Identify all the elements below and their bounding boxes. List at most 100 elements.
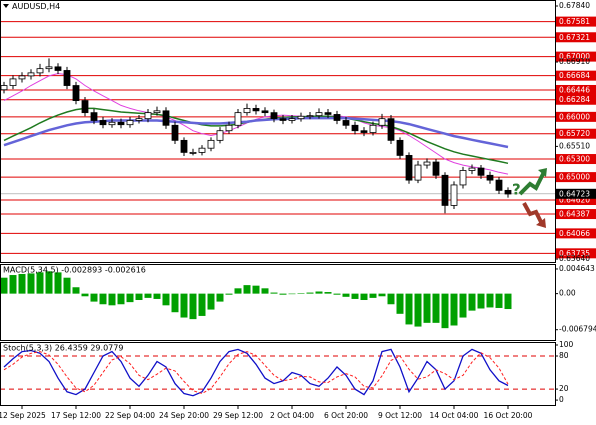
- histogram-bar: [45, 271, 53, 294]
- moving-average: [3, 116, 509, 149]
- indicator-line: [3, 351, 509, 395]
- stoch-frame: [0, 342, 556, 406]
- level-label-box: [556, 84, 596, 95]
- candle-body: [306, 115, 314, 118]
- candle-body: [234, 112, 242, 126]
- candle-body: [243, 108, 251, 114]
- y-tick-label: -0.006794: [559, 325, 596, 334]
- histogram-bar: [297, 293, 305, 294]
- candle-body: [153, 110, 161, 114]
- histogram-bar: [396, 293, 404, 314]
- histogram-bar: [99, 293, 107, 305]
- candle-body: [108, 121, 116, 126]
- histogram-bar: [216, 293, 224, 302]
- candle-body: [99, 120, 107, 126]
- histogram-bar: [54, 272, 62, 294]
- candle-body: [207, 139, 215, 149]
- candle-body: [405, 155, 413, 181]
- histogram-bar: [243, 285, 251, 294]
- histogram-bar: [459, 293, 467, 318]
- histogram-bar: [9, 275, 17, 294]
- candle-body: [297, 115, 305, 120]
- stoch-title: Stoch(5,3,3) 26.4359 29.0779: [3, 344, 123, 353]
- histogram-bar: [27, 273, 35, 294]
- y-tick-label: 100: [559, 340, 574, 349]
- candle-body: [423, 161, 431, 166]
- level-label: 0.67321: [559, 33, 590, 42]
- x-tick-label: 14 Oct 04:00: [430, 411, 479, 420]
- question-mark: ?: [512, 181, 521, 199]
- level-label-box: [556, 154, 596, 165]
- candle-body: [360, 130, 368, 133]
- candle-body: [144, 112, 152, 120]
- level-label-box: [556, 51, 596, 62]
- x-tick-label: 29 Sep 12:00: [213, 411, 263, 420]
- histogram-bar: [0, 277, 8, 294]
- main-frame: [0, 0, 556, 263]
- candle-body: [504, 189, 512, 195]
- candle-body: [333, 114, 341, 121]
- candle-body: [387, 118, 395, 141]
- level-label-box: [556, 32, 596, 43]
- x-tick-label: 12 Sep 2025: [0, 411, 46, 420]
- histogram-bar: [477, 293, 485, 309]
- macd-frame: [0, 264, 556, 341]
- histogram-bar: [234, 288, 242, 294]
- candle-body: [468, 167, 476, 171]
- candle-body: [36, 68, 44, 74]
- histogram-bar: [36, 272, 44, 294]
- level-label-box: [556, 111, 596, 122]
- histogram-bar: [270, 292, 278, 294]
- candle-body: [432, 161, 440, 176]
- candle-body: [90, 112, 98, 121]
- level-label: 0.65000: [559, 173, 590, 182]
- candle-body: [279, 118, 287, 121]
- histogram-bar: [495, 293, 503, 308]
- down-arrow-head: [536, 218, 546, 228]
- candle-body: [450, 184, 458, 206]
- x-tick-label: 24 Sep 20:00: [159, 411, 209, 420]
- candle-body: [162, 110, 170, 126]
- indicator-line: [3, 348, 509, 397]
- histogram-bar: [90, 293, 98, 302]
- up-arrow-head: [538, 168, 547, 177]
- histogram-bar: [252, 285, 260, 294]
- level-label: 0.63735: [559, 249, 590, 258]
- candle-body: [315, 112, 323, 117]
- histogram-bar: [369, 293, 377, 298]
- macd-title: MACD(5,34,5) -0.002893 -0.002616: [3, 266, 146, 275]
- candle-body: [342, 120, 350, 126]
- y-tick-label: 0.65510: [559, 141, 590, 150]
- candle-body: [351, 124, 359, 132]
- level-label-box: [556, 16, 596, 27]
- histogram-bar: [261, 288, 269, 294]
- histogram-bar: [306, 292, 314, 294]
- candle-body: [252, 108, 260, 112]
- histogram-bar: [423, 293, 431, 323]
- candle-body: [459, 170, 467, 186]
- up-arrow: [518, 171, 546, 196]
- histogram-bar: [171, 293, 179, 313]
- histogram-bar: [279, 293, 287, 295]
- candle-body: [441, 174, 449, 206]
- y-tick-label: 80: [559, 351, 569, 360]
- candle-body: [477, 167, 485, 176]
- y-tick-label: 0.67840: [559, 1, 590, 10]
- level-label: 0.64620: [559, 196, 590, 205]
- candle-body: [414, 164, 422, 181]
- candle-body: [135, 118, 143, 121]
- candle-body: [72, 85, 80, 101]
- candle-body: [495, 179, 503, 191]
- histogram-bar: [432, 293, 440, 323]
- candle-body: [27, 72, 35, 77]
- candle-body: [369, 124, 377, 133]
- x-tick-label: 17 Sep 12:00: [51, 411, 101, 420]
- candle-body: [0, 85, 8, 91]
- level-label: 0.67000: [559, 52, 590, 61]
- level-label-box: [556, 195, 596, 206]
- level-label-box: [556, 94, 596, 105]
- candle-body: [288, 118, 296, 121]
- histogram-bar: [18, 273, 26, 294]
- histogram-bar: [441, 293, 449, 329]
